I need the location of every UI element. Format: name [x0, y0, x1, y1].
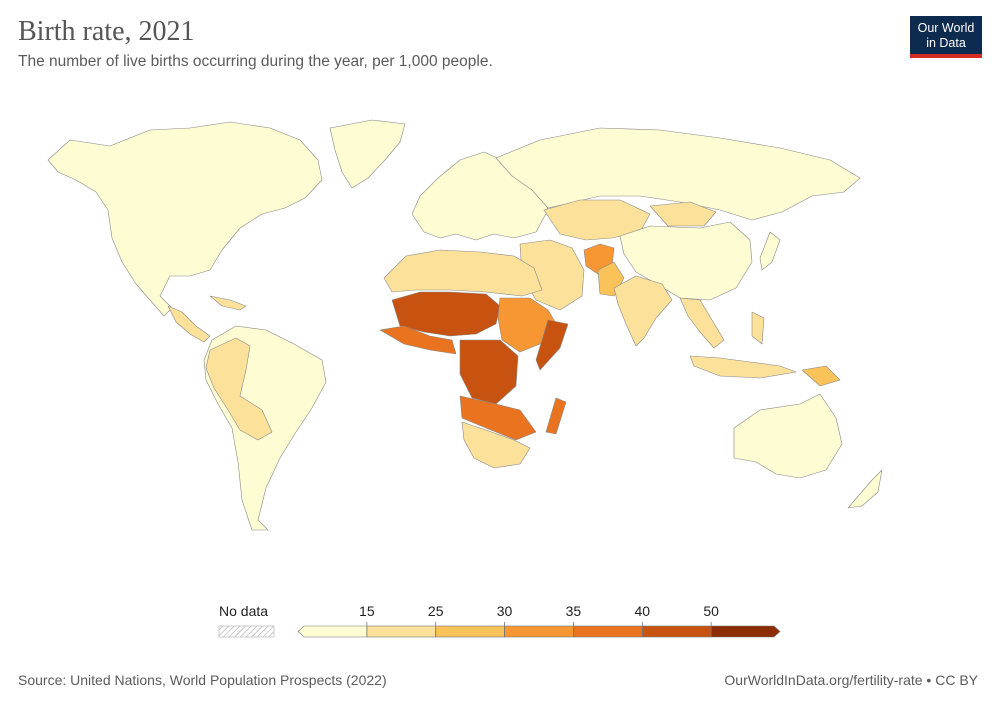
- license-link[interactable]: OurWorldInData.org/fertility-rate • CC B…: [724, 672, 978, 688]
- legend-tick-label: 40: [634, 603, 651, 619]
- legend-bin-5[interactable]: [641, 625, 712, 638]
- region-central-africa[interactable]: [459, 339, 519, 405]
- region-north-africa[interactable]: [383, 249, 543, 297]
- region-japan[interactable]: [759, 231, 781, 271]
- region-caribbean[interactable]: [209, 295, 247, 311]
- region-west-africa[interactable]: [379, 325, 457, 355]
- owid-logo[interactable]: Our World in Data: [910, 16, 982, 58]
- legend-bin-1[interactable]: [366, 625, 437, 638]
- region-southern-africa[interactable]: [461, 421, 531, 469]
- source-note: Source: United Nations, World Population…: [18, 672, 387, 688]
- region-india[interactable]: [613, 275, 673, 347]
- region-papua-new-guinea[interactable]: [801, 365, 841, 387]
- legend-bin-0[interactable]: [297, 625, 368, 638]
- legend-bin-2[interactable]: [435, 625, 505, 638]
- legend-tick-label: 50: [703, 603, 719, 619]
- world-map: [47, 119, 883, 531]
- region-russia[interactable]: [495, 127, 861, 221]
- region-china[interactable]: [619, 221, 753, 301]
- chart-subtitle: The number of live births occurring duri…: [18, 53, 493, 70]
- legend-bin-6[interactable]: [710, 625, 781, 638]
- region-mongolia[interactable]: [649, 201, 717, 227]
- region-southeast-asia[interactable]: [679, 297, 725, 349]
- legend-tick-label: 35: [565, 603, 582, 619]
- region-north-america[interactable]: [47, 121, 323, 317]
- region-indonesia[interactable]: [689, 355, 797, 379]
- region-angola-zambia[interactable]: [459, 395, 537, 441]
- region-australia[interactable]: [733, 393, 843, 479]
- legend-tick-label: 25: [427, 603, 444, 619]
- region-somalia[interactable]: [535, 319, 569, 371]
- region-new-zealand[interactable]: [847, 469, 883, 509]
- chart-title: Birth rate, 2021: [18, 16, 195, 47]
- region-philippines[interactable]: [751, 311, 765, 345]
- logo-line-1: Our World: [917, 21, 975, 35]
- region-greenland[interactable]: [329, 119, 406, 189]
- legend-tick-label: 30: [496, 603, 513, 619]
- no-data-label: No data: [219, 603, 269, 619]
- region-sahel[interactable]: [391, 291, 501, 337]
- legend-bin-3[interactable]: [504, 625, 574, 638]
- legend-tick-label: 15: [359, 603, 375, 619]
- legend-bin-4[interactable]: [573, 625, 643, 638]
- logo-line-2: in Data: [926, 36, 966, 50]
- region-central-america[interactable]: [167, 305, 211, 343]
- region-andean[interactable]: [205, 337, 273, 441]
- region-madagascar[interactable]: [545, 397, 567, 435]
- no-data-swatch: [218, 625, 275, 638]
